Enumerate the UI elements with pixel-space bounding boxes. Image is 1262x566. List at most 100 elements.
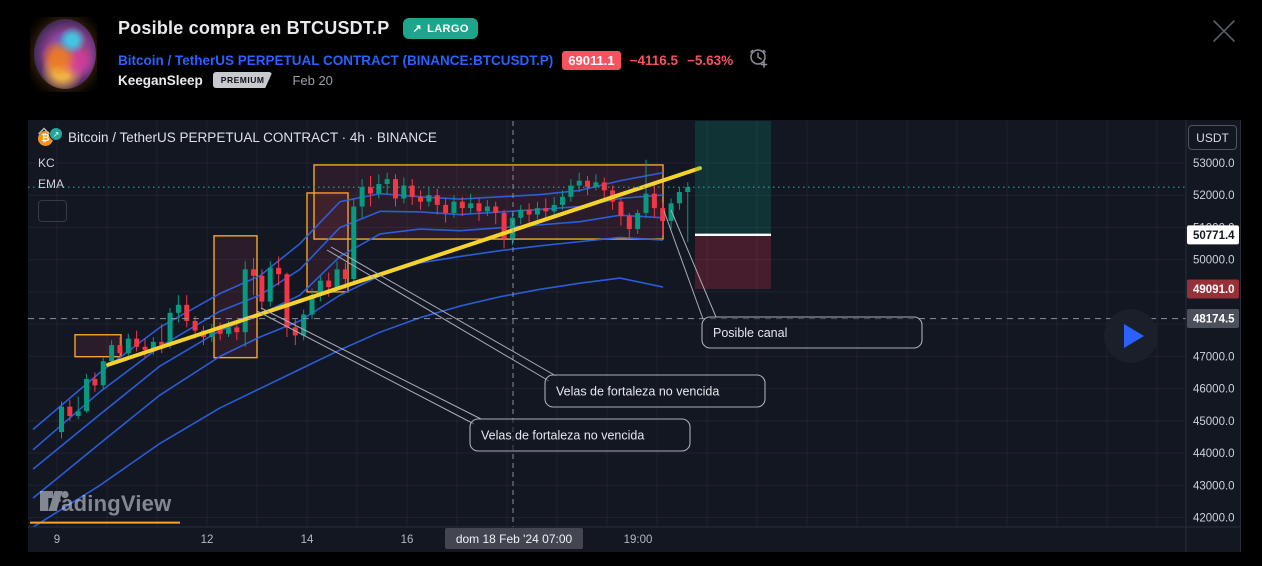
author-username[interactable]: KeeganSleep xyxy=(118,72,203,88)
candle-body xyxy=(242,269,248,333)
premium-badge: PREMIUM xyxy=(212,72,273,88)
add-alert-icon[interactable] xyxy=(748,47,770,74)
candle-body xyxy=(509,217,515,239)
candle-body xyxy=(159,341,165,346)
candle-body xyxy=(109,345,115,362)
candle-body xyxy=(192,320,198,331)
time-axis[interactable]: 9 12 14 16 19:00 dom 18 Feb '24 07:00 xyxy=(54,528,653,549)
candle-body xyxy=(418,196,424,202)
price-axis[interactable]: 53000.052000.051000.050000.049000.048000… xyxy=(1187,158,1239,525)
candle-body xyxy=(67,406,73,416)
candle-body xyxy=(184,304,190,321)
price-axis-badge xyxy=(1187,279,1239,299)
keltner-band-line xyxy=(32,277,664,527)
candle-body xyxy=(493,206,499,213)
candle-body xyxy=(601,182,607,191)
candle-body xyxy=(209,328,215,338)
long-position-profit-zone[interactable] xyxy=(695,121,771,235)
candle-body xyxy=(576,180,582,186)
candle-body xyxy=(267,267,273,302)
close-icon[interactable] xyxy=(1210,17,1238,45)
price-chart[interactable]: Posible canal Velas de fortaleza no venci… xyxy=(28,120,1240,552)
candle-body xyxy=(643,193,649,213)
legend-title[interactable]: Bitcoin / TetherUS PERPETUAL CONTRACT · … xyxy=(68,129,437,145)
candle-body xyxy=(434,195,440,205)
price-tick-label: 52000.0 xyxy=(1193,190,1235,202)
drawing-rectangle[interactable] xyxy=(213,235,258,359)
chart-legend: ₿ ↗ Bitcoin / TetherUS PERPETUAL CONTRAC… xyxy=(38,127,437,222)
indicator-kc[interactable]: KC xyxy=(38,156,55,170)
trendline-drawing[interactable] xyxy=(106,166,702,367)
candle-body xyxy=(384,179,390,184)
candle-body xyxy=(376,183,382,194)
candle-body xyxy=(484,206,490,212)
price-tick-label: 50000.0 xyxy=(1193,255,1235,267)
candle-body xyxy=(359,187,365,207)
candle-body xyxy=(660,208,666,222)
candle-body xyxy=(443,204,449,213)
chart-pane[interactable]: Posible canal Velas de fortaleza no venci… xyxy=(28,121,1186,527)
candle-body xyxy=(217,328,223,334)
candle-body xyxy=(251,269,257,276)
time-tick-label: 12 xyxy=(201,534,214,546)
candle-body xyxy=(476,203,482,212)
candle-body xyxy=(301,314,307,336)
callout-annotation[interactable]: Velas de fortaleza no vencida xyxy=(544,374,766,408)
time-tick-label: 14 xyxy=(301,534,314,546)
long-direction-badge: ↗ LARGO xyxy=(403,18,478,39)
collapse-legend-button[interactable] xyxy=(38,127,67,222)
callout-annotation[interactable]: Velas de fortaleza no vencida xyxy=(469,418,691,452)
candle-body xyxy=(543,208,549,212)
avatar[interactable] xyxy=(30,17,97,92)
publish-date: Feb 20 xyxy=(292,72,333,88)
candle-body xyxy=(593,182,599,188)
candle-body xyxy=(59,406,64,433)
candle-body xyxy=(393,179,398,199)
time-tick-label: 9 xyxy=(54,534,60,546)
candle-body xyxy=(367,187,373,194)
callout-text: Posible canal xyxy=(713,326,787,340)
chart-card: Posible canal Velas de fortaleza no venci… xyxy=(28,120,1241,552)
callout-annotation[interactable]: Posible canal xyxy=(701,316,923,349)
direction-label: LARGO xyxy=(427,22,469,35)
candle-body xyxy=(401,185,407,199)
candle-body xyxy=(92,378,98,386)
candle-body xyxy=(635,212,641,230)
candle-body xyxy=(568,185,574,197)
callout-pointer-line xyxy=(670,209,717,318)
currency-toggle-button[interactable]: USDT xyxy=(1188,125,1237,150)
candle-body xyxy=(518,209,524,218)
candle-body xyxy=(351,206,357,280)
time-tick-label: 16 xyxy=(401,534,414,546)
price-badge-label: 49091.0 xyxy=(1193,284,1235,296)
candle-body xyxy=(326,280,332,288)
price-badge-label: 50771.4 xyxy=(1193,230,1235,242)
candle-body xyxy=(75,411,81,416)
indicator-ema[interactable]: EMA xyxy=(38,177,65,191)
candle-body xyxy=(134,338,140,347)
page-title: Posible compra en BTCUSDT.P xyxy=(118,18,390,38)
crosshair-time-label: dom 18 Feb '24 07:00 xyxy=(456,532,573,546)
idea-header: Posible compra en BTCUSDT.P ↗ LARGO Bitc… xyxy=(0,0,1262,120)
long-position-loss-zone[interactable] xyxy=(695,234,771,289)
tether-icon: ↗ xyxy=(49,127,63,141)
candle-body xyxy=(309,295,315,315)
candle-body xyxy=(150,341,156,350)
change-absolute: −4116.5 xyxy=(629,53,678,68)
price-badge-label: 48174.5 xyxy=(1193,314,1235,326)
candle-body xyxy=(534,208,540,215)
candle-body xyxy=(468,203,474,209)
callout-pointer-line xyxy=(663,210,704,320)
avatar-planet-image xyxy=(34,19,96,89)
candle-body xyxy=(226,327,231,334)
candle-body xyxy=(284,274,290,328)
callout-text: Velas de fortaleza no vencida xyxy=(556,385,719,399)
symbol-link[interactable]: Bitcoin / TetherUS PERPETUAL CONTRACT (B… xyxy=(118,53,554,68)
play-button[interactable] xyxy=(1104,309,1158,363)
tradingview-watermark: TradingView xyxy=(40,491,171,517)
callout-text: Velas de fortaleza no vencida xyxy=(481,429,644,443)
symbol-pair-icon: ₿ ↗ xyxy=(38,127,63,147)
candle-body xyxy=(676,192,682,204)
candle-body xyxy=(142,346,148,350)
